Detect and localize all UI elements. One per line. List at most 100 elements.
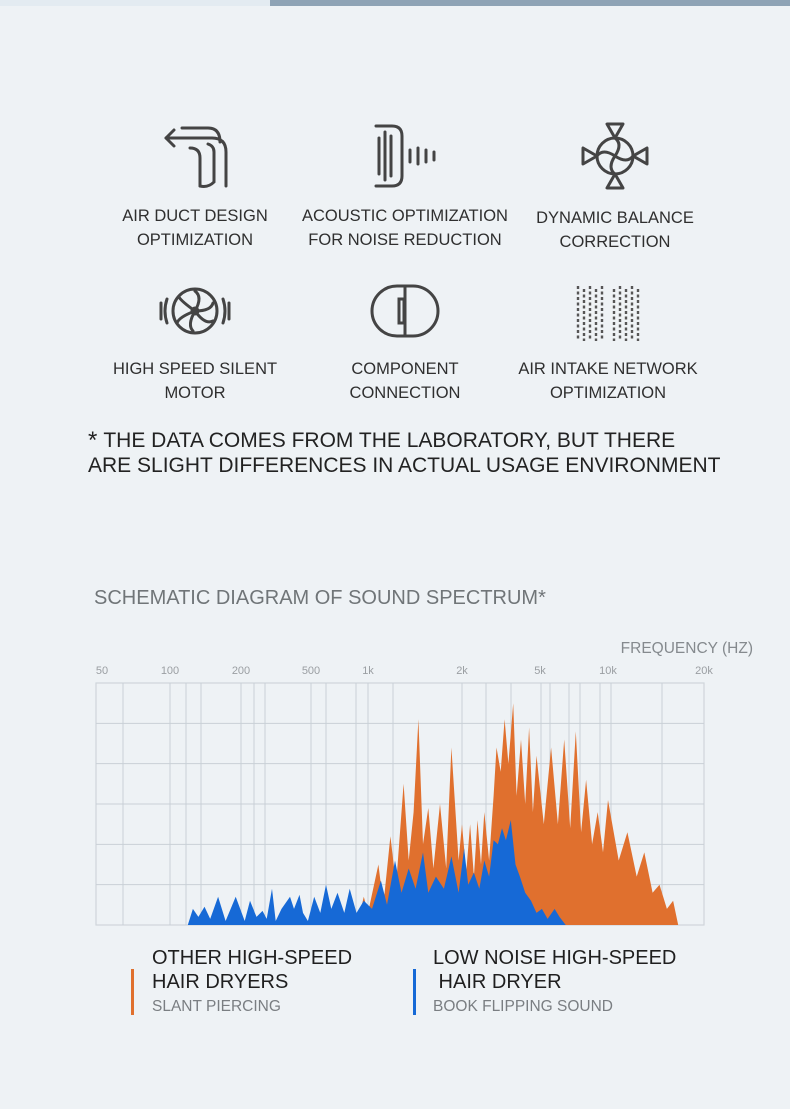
mesh-dot (582, 333, 586, 336)
mesh-dot (612, 294, 616, 298)
mesh-dot (576, 335, 580, 339)
mesh-dot (618, 302, 622, 306)
mesh-dot (594, 333, 598, 336)
mesh-dot (576, 302, 580, 306)
feature-acoustic: ACOUSTIC OPTIMIZATION FOR NOISE REDUCTION (295, 122, 515, 252)
mesh-dot (624, 333, 628, 336)
mesh-dot (600, 291, 604, 295)
mesh-dot (600, 308, 604, 311)
x-tick-label: 200 (232, 665, 250, 677)
x-tick-label: 1k (362, 665, 374, 677)
mesh-dot (576, 291, 580, 295)
mesh-dot (612, 289, 616, 292)
feature-motor: HIGH SPEED SILENT MOTOR (85, 283, 305, 405)
mesh-dot (618, 324, 622, 328)
mesh-dot (600, 330, 604, 333)
mesh-dot (630, 291, 634, 295)
top-banner-left (0, 0, 270, 6)
mesh-dot (582, 305, 586, 309)
mesh-dot (600, 335, 604, 339)
mesh-dot (594, 327, 598, 331)
mesh-dot (612, 322, 616, 325)
mesh-dot (636, 327, 640, 331)
mesh-dot (600, 313, 604, 317)
feature-label-line: AIR INTAKE NETWORK (518, 360, 698, 378)
mesh-dot (594, 311, 598, 314)
legend-title-line: HAIR DRYERS (152, 971, 289, 993)
mesh-dot (576, 319, 580, 322)
x-tick-label: 500 (302, 665, 320, 677)
mesh-dot (630, 297, 634, 300)
mesh-dot (612, 305, 616, 309)
feature-component: COMPONENT CONNECTION (295, 283, 515, 405)
mesh-dot (588, 308, 592, 311)
mesh-dot (612, 327, 616, 331)
mesh-dot (588, 330, 592, 333)
mesh-dot (630, 319, 634, 322)
mesh-dot (600, 319, 604, 322)
mesh-dot (636, 289, 640, 292)
mesh-dot (576, 313, 580, 317)
mesh-dot (624, 311, 628, 314)
mesh-dot (588, 291, 592, 295)
air-duct-icon (164, 126, 228, 188)
feature-air-intake: AIR INTAKE NETWORK OPTIMIZATION (498, 285, 718, 405)
mesh-dot (618, 308, 622, 311)
mesh-dot (576, 297, 580, 300)
mesh-dot (594, 338, 598, 341)
component-icon (370, 284, 440, 338)
mesh-dot (594, 294, 598, 298)
x-axis-label: FREQUENCY (HZ) (620, 640, 753, 657)
mesh-dot (624, 305, 628, 309)
mesh-dot (630, 324, 634, 328)
mesh-dot (594, 322, 598, 325)
mesh-dot (618, 319, 622, 322)
x-tick-label: 20k (695, 665, 713, 677)
mesh-dot (630, 302, 634, 306)
mesh-dot (612, 311, 616, 314)
feature-label-line: OPTIMIZATION (136, 231, 254, 249)
mesh-dot (636, 311, 640, 314)
x-tick-label: 50 (96, 665, 108, 677)
series-other-high-speed-area (357, 703, 679, 925)
feature-label-line: COMPONENT (351, 360, 459, 378)
legend-title-low-noise: LOW NOISE HIGH-SPEED HAIR DRYER (433, 946, 676, 994)
legend-swatch-low-noise (413, 969, 416, 1015)
x-tick-label: 5k (534, 665, 546, 677)
mesh-dot (594, 316, 598, 320)
legend-title-line: OTHER HIGH-SPEED (152, 947, 353, 969)
x-tick-label: 100 (161, 665, 179, 677)
mesh-dot (582, 338, 586, 341)
feature-label-line: HIGH SPEED SILENT (112, 360, 278, 378)
legend-sub-other: SLANT PIERCING (152, 998, 281, 1015)
mesh-dot (624, 327, 628, 331)
mesh-dot (612, 300, 616, 303)
feature-label-line: ACOUSTIC OPTIMIZATION (302, 207, 508, 225)
legend-title-other: OTHER HIGH-SPEED HAIR DRYERS (152, 946, 352, 994)
mesh-dot (612, 338, 616, 341)
series-low-noise-area (187, 820, 566, 925)
mesh-dot (576, 330, 580, 333)
mesh-dot (630, 313, 634, 317)
mesh-dot (624, 289, 628, 292)
mesh-dot (636, 333, 640, 336)
mesh-dot (612, 333, 616, 336)
mesh-dot (624, 300, 628, 303)
feature-label-line: MOTOR (164, 384, 226, 402)
mesh-dot (600, 302, 604, 306)
mesh-dot (600, 324, 604, 328)
feature-label-line: CORRECTION (559, 233, 671, 251)
mesh-dot (630, 308, 634, 311)
mesh-dot (582, 322, 586, 325)
legend-swatch-other (131, 969, 134, 1015)
mesh-dot (582, 311, 586, 314)
mesh-dot (582, 289, 586, 292)
mesh-dot (624, 338, 628, 341)
legend-sub-low-noise: BOOK FLIPPING SOUND (433, 998, 614, 1015)
mesh-dot (618, 335, 622, 339)
mesh-dot (582, 300, 586, 303)
mesh-dot (582, 327, 586, 331)
air-intake-mesh-icon (576, 286, 640, 341)
mesh-dot (636, 300, 640, 303)
note-line: THE DATA COMES FROM THE LABORATORY, BUT … (103, 429, 676, 452)
